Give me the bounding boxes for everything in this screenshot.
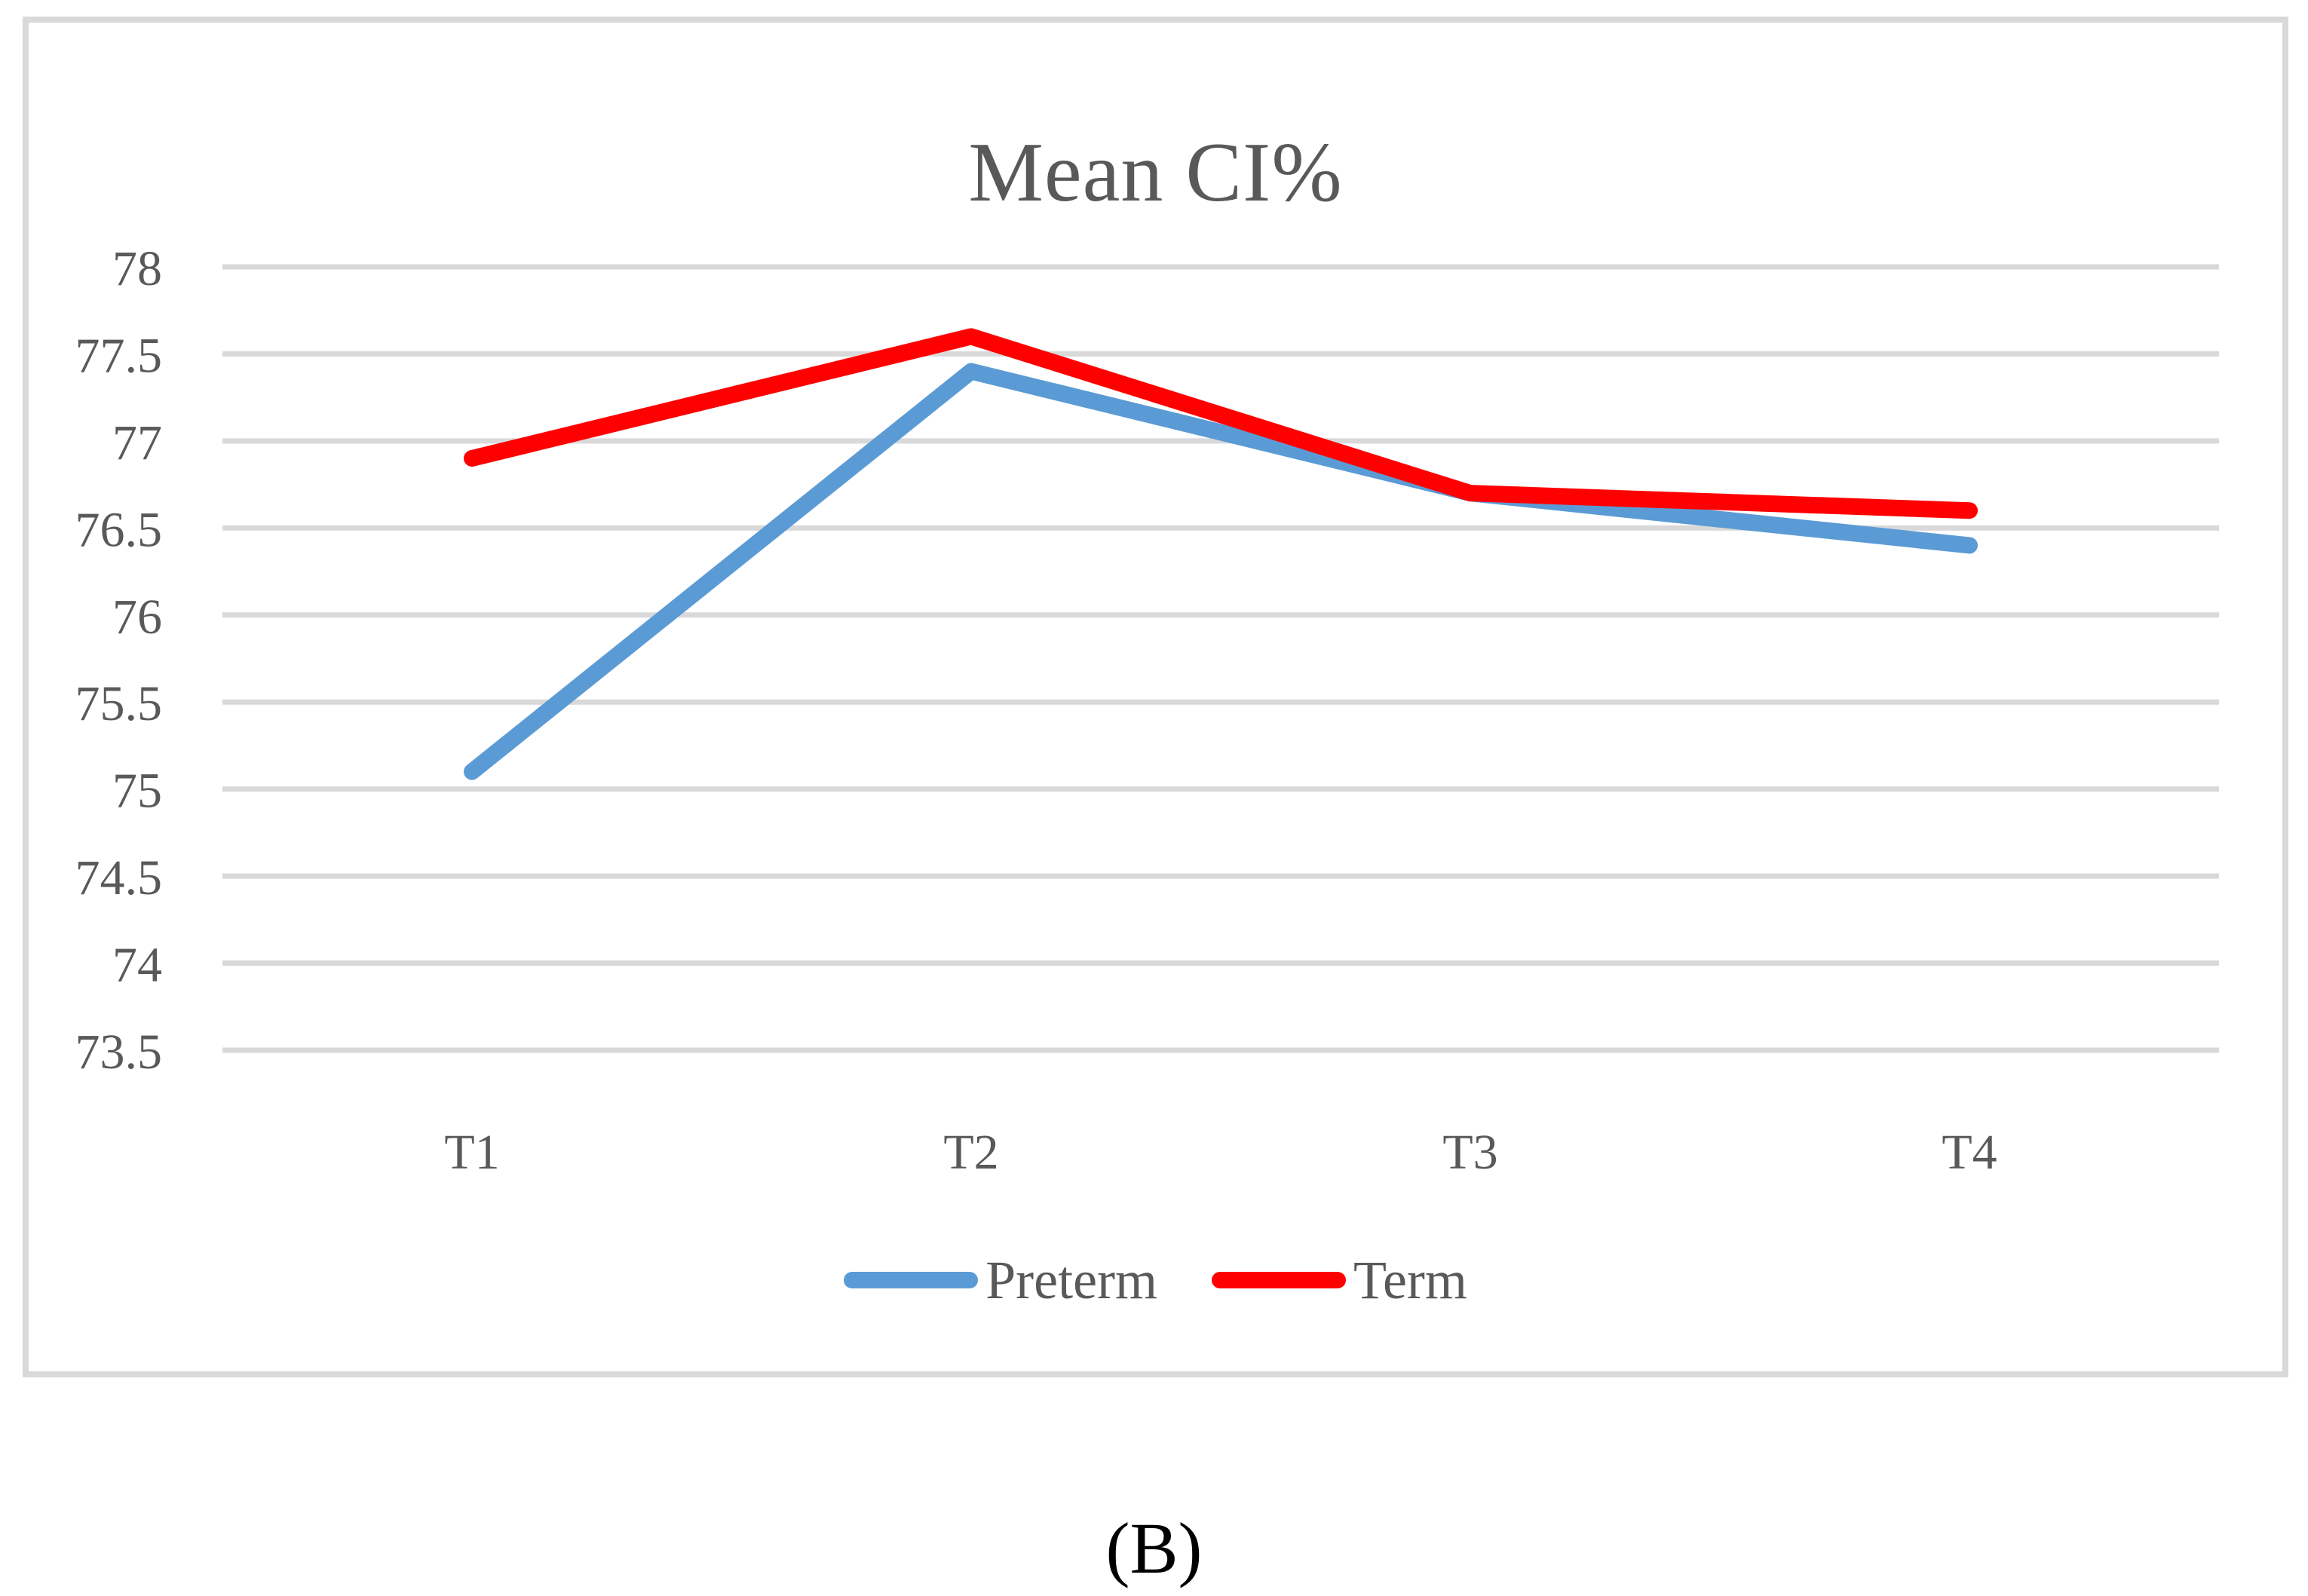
series-line-term	[464, 328, 1978, 519]
y-tick-label: 73.5	[75, 1025, 163, 1080]
y-tick-label: 76.5	[75, 502, 163, 557]
y-tick-label: 78	[112, 241, 162, 296]
y-tick-label: 77.5	[75, 328, 163, 383]
legend: Preterm Term	[29, 1253, 2282, 1307]
y-tick-label: 74	[112, 938, 162, 993]
legend-label-term: Term	[1353, 1250, 1467, 1310]
line-chart: 78 77.5 77 76.5 76 75.5 75 74.5 74 73.5 T1 T2 T3 T4	[75, 241, 2219, 1180]
term-line-swatch	[1212, 1272, 1347, 1288]
legend-item-preterm: Preterm	[844, 1253, 1157, 1307]
x-tick-label: T4	[1942, 1125, 1997, 1180]
figure-caption: (B)	[1105, 1508, 1203, 1588]
x-tick-label: T1	[444, 1125, 499, 1180]
y-tick-label: 74.5	[75, 850, 163, 905]
x-tick-label: T2	[943, 1125, 998, 1180]
y-tick-label: 75.5	[75, 676, 163, 731]
y-tick-label: 76	[112, 590, 162, 645]
preterm-line-swatch	[844, 1272, 979, 1288]
legend-item-term: Term	[1212, 1253, 1467, 1307]
chart-title: Mean CI%	[968, 126, 1343, 219]
legend-label-preterm: Preterm	[985, 1250, 1158, 1310]
y-tick-label: 77	[112, 415, 162, 470]
x-tick-label: T3	[1442, 1125, 1497, 1180]
y-tick-label: 75	[112, 764, 162, 819]
series-line-preterm	[464, 363, 1978, 780]
chart-frame: Mean CI% 78 77.5 77 76.5 76 75.5 75 74.5 74 73.5 T…	[23, 17, 2288, 1377]
